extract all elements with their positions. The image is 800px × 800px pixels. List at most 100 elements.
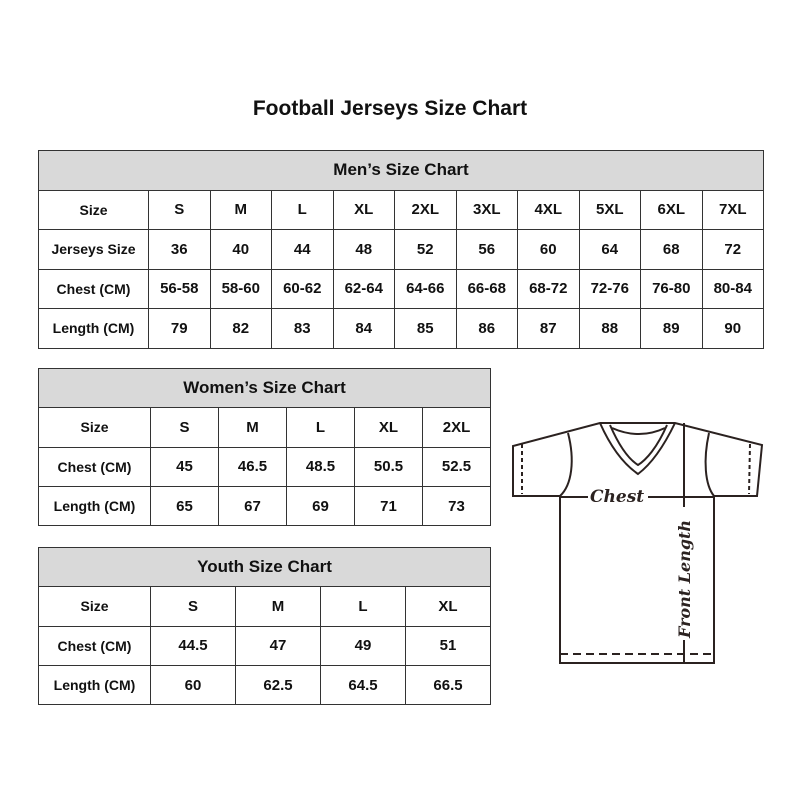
row-label: Length (CM) <box>38 308 149 349</box>
table-cell: 44 <box>271 229 334 270</box>
table-row: Length (CM) 65 67 69 71 73 <box>38 485 491 527</box>
table-cell: 52 <box>394 229 457 270</box>
table-cell: 46.5 <box>218 446 287 487</box>
right-armhole <box>704 432 715 497</box>
table-cell: 2XL <box>394 189 457 230</box>
table-cell: L <box>271 189 334 230</box>
row-label: Length (CM) <box>38 664 151 706</box>
row-label: Jerseys Size <box>38 229 149 270</box>
right-sleeve-hem <box>748 443 751 495</box>
row-label: Chest (CM) <box>38 446 151 487</box>
table-cell: 48.5 <box>286 446 355 487</box>
table-cell: 56-58 <box>148 268 211 309</box>
row-label: Length (CM) <box>38 485 151 527</box>
table-cell: 71 <box>354 485 423 527</box>
page-title: Football Jerseys Size Chart <box>252 97 528 120</box>
chest-label: Chest <box>590 487 644 507</box>
table-cell: 58-60 <box>209 268 272 309</box>
women-size-table: Women’s Size Chart Size S M L XL 2XL Chest (CM)… <box>38 367 491 527</box>
jersey-measurement-diagram: Chest Front Length <box>512 422 764 664</box>
table-cell: 52.5 <box>422 446 491 487</box>
neck-back <box>611 427 666 435</box>
table-cell: 80-84 <box>701 268 764 309</box>
table-cell: 66.5 <box>405 664 491 706</box>
men-size-table: Men’s Size Chart Size S M L XL 2XL 3XL 4XL 5XL 6XL… <box>38 150 764 349</box>
table-row: Size S M L XL 2XL <box>38 407 491 448</box>
table-cell: 79 <box>148 308 211 349</box>
table-caption: Women’s Size Chart <box>38 367 491 409</box>
table-cell: 64 <box>578 229 641 270</box>
table-cell: 84 <box>332 308 395 349</box>
table-row: Length (CM) 79 82 83 84 85 86 87 88 89 90 <box>38 308 764 349</box>
table-cell: 60-62 <box>271 268 334 309</box>
table-caption-row: Women’s Size Chart <box>38 367 491 409</box>
table-cell: 90 <box>701 308 764 349</box>
table-cell: 87 <box>517 308 580 349</box>
table-cell: 7XL <box>701 189 764 230</box>
table-cell: M <box>235 586 321 627</box>
table-cell: 45 <box>150 446 219 487</box>
table-cell: 40 <box>209 229 272 270</box>
table-cell: S <box>150 586 236 627</box>
neck-inner <box>609 424 668 467</box>
table-row: Length (CM) 60 62.5 64.5 66.5 <box>38 664 491 706</box>
table-cell: 51 <box>405 625 491 666</box>
table-cell: L <box>320 586 406 627</box>
table-cell: 73 <box>422 485 491 527</box>
table-cell: 47 <box>235 625 321 666</box>
table-row: Chest (CM) 45 46.5 48.5 50.5 52.5 <box>38 446 491 487</box>
table-row: Chest (CM) 56-58 58-60 60-62 62-64 64-66 66-68… <box>38 268 764 309</box>
table-cell: 86 <box>455 308 518 349</box>
neck-outer <box>599 422 676 476</box>
table-cell: 49 <box>320 625 406 666</box>
table-cell: 72-76 <box>578 268 641 309</box>
table-cell: 89 <box>640 308 703 349</box>
front-length-label: Front Length <box>675 520 694 639</box>
table-cell: 72 <box>701 229 764 270</box>
left-armhole <box>559 432 573 497</box>
table-cell: 69 <box>286 485 355 527</box>
table-cell: 82 <box>209 308 272 349</box>
table-cell: L <box>286 407 355 448</box>
table-cell: 60 <box>517 229 580 270</box>
table-row: Chest (CM) 44.5 47 49 51 <box>38 625 491 666</box>
table-row: Jerseys Size 36 40 44 48 52 56 60 64 68 72 <box>38 229 764 270</box>
table-cell: 76-80 <box>640 268 703 309</box>
youth-size-table: Youth Size Chart Size S M L XL Chest (CM) 44.5 4… <box>38 546 491 706</box>
table-cell: 85 <box>394 308 457 349</box>
row-label: Size <box>38 189 149 230</box>
table-cell: 50.5 <box>354 446 423 487</box>
table-caption: Men’s Size Chart <box>38 150 764 191</box>
table-cell: M <box>218 407 287 448</box>
table-cell: XL <box>332 189 395 230</box>
table-row: Size S M L XL <box>38 586 491 627</box>
table-cell: 68-72 <box>517 268 580 309</box>
table-cell: 5XL <box>578 189 641 230</box>
table-cell: 83 <box>271 308 334 349</box>
table-cell: 68 <box>640 229 703 270</box>
table-caption: Youth Size Chart <box>38 546 491 588</box>
table-cell: S <box>150 407 219 448</box>
table-cell: S <box>148 189 211 230</box>
table-cell: 48 <box>332 229 395 270</box>
row-label: Size <box>38 407 151 448</box>
table-cell: 2XL <box>422 407 491 448</box>
table-cell: 44.5 <box>150 625 236 666</box>
row-label: Chest (CM) <box>38 625 151 666</box>
table-row: Size S M L XL 2XL 3XL 4XL 5XL 6XL 7XL <box>38 189 764 230</box>
table-cell: 65 <box>150 485 219 527</box>
table-cell: 67 <box>218 485 287 527</box>
table-caption-row: Men’s Size Chart <box>38 150 764 191</box>
table-cell: 60 <box>150 664 236 706</box>
jersey-outline <box>512 422 764 664</box>
table-cell: M <box>209 189 272 230</box>
table-cell: 56 <box>455 229 518 270</box>
table-cell: XL <box>354 407 423 448</box>
row-label: Chest (CM) <box>38 268 149 309</box>
row-label: Size <box>38 586 151 627</box>
table-cell: 36 <box>148 229 211 270</box>
table-cell: 3XL <box>455 189 518 230</box>
table-cell: 66-68 <box>455 268 518 309</box>
table-cell: 64.5 <box>320 664 406 706</box>
